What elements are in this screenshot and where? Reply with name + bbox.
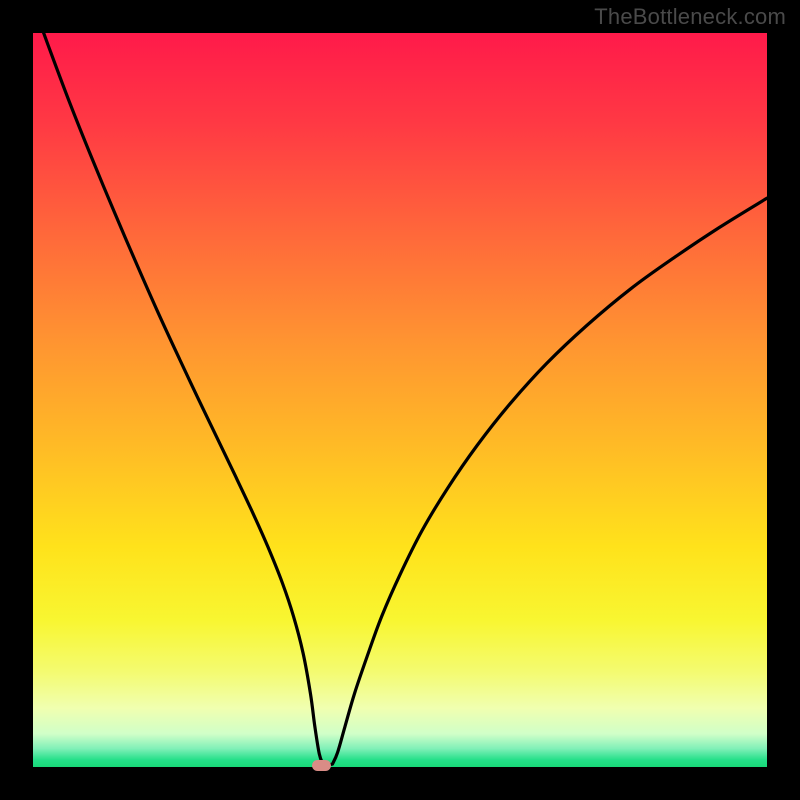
plot-area <box>33 33 767 767</box>
bottleneck-curve <box>33 33 767 765</box>
chart-container: TheBottleneck.com <box>0 0 800 800</box>
bottleneck-marker <box>312 760 332 770</box>
curve-svg <box>33 33 767 767</box>
watermark-text: TheBottleneck.com <box>594 4 786 30</box>
